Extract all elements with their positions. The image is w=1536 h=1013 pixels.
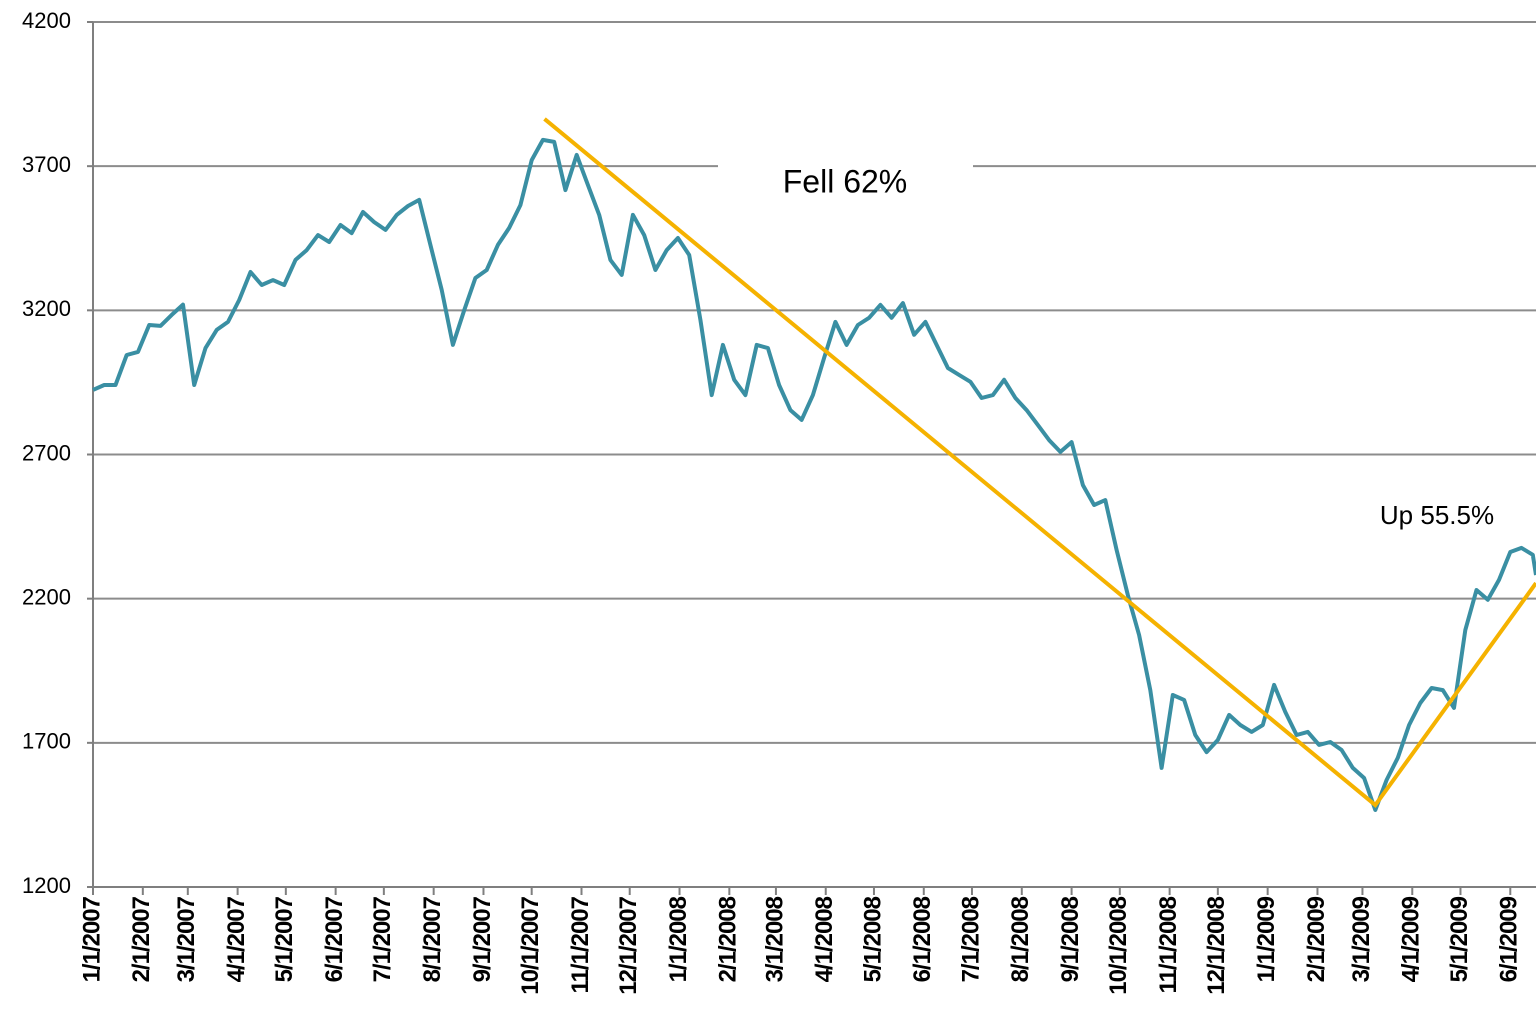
x-tick-label: 12/1/2007 (615, 896, 642, 994)
x-tick-label: 6/1/2008 (909, 896, 936, 982)
x-tick-label: 5/1/2007 (271, 896, 298, 982)
x-tick-label: 10/1/2008 (1105, 896, 1132, 994)
x-tick-label: 1/1/2007 (78, 896, 105, 982)
annotation-backdrop (718, 150, 973, 190)
x-tick-label: 7/1/2007 (369, 896, 396, 982)
x-tick-label: 4/1/2008 (811, 896, 838, 982)
x-tick-label: 3/1/2009 (1348, 896, 1375, 982)
x-tick-label: 2/1/2008 (715, 896, 742, 982)
x-tick-label: 1/1/2008 (665, 896, 692, 982)
x-tick-label: 3/1/2008 (761, 896, 788, 982)
x-tick-label: 5/1/2009 (1446, 896, 1473, 982)
x-tick-label: 8/1/2007 (419, 896, 446, 982)
x-tick-label: 10/1/2007 (517, 896, 544, 994)
y-tick-label: 1700 (22, 729, 71, 754)
x-tick-label: 2/1/2007 (128, 896, 155, 982)
y-tick-label: 2700 (22, 440, 71, 465)
x-tick-label: 12/1/2008 (1203, 896, 1230, 994)
y-tick-label: 4200 (22, 8, 71, 33)
x-tick-label: 2/1/2009 (1303, 896, 1330, 982)
x-tick-label: 1/1/2009 (1253, 896, 1280, 982)
x-tick-label: 3/1/2007 (173, 896, 200, 982)
x-tick-label: 6/1/2009 (1496, 896, 1523, 982)
y-tick-label: 3700 (22, 152, 71, 177)
x-tick-label: 9/1/2007 (469, 896, 496, 982)
x-tick-label: 11/1/2008 (1155, 896, 1182, 993)
annotation: Fell 62% (783, 163, 908, 199)
y-tick-label: 2200 (22, 584, 71, 609)
x-tick-label: 9/1/2008 (1057, 896, 1084, 982)
x-tick-label: 5/1/2008 (859, 896, 886, 982)
y-tick-label: 1200 (22, 873, 71, 898)
annotation: Up 55.5% (1380, 500, 1494, 530)
x-tick-label: 4/1/2007 (223, 896, 250, 982)
x-tick-label: 6/1/2007 (321, 896, 348, 982)
x-tick-label: 11/1/2007 (567, 896, 594, 993)
trend-line (543, 117, 1536, 808)
y-tick-label: 3200 (22, 296, 71, 321)
x-tick-label: 4/1/2009 (1398, 896, 1425, 982)
line-series (92, 137, 1536, 812)
x-tick-label: 8/1/2008 (1007, 896, 1034, 982)
x-tick-label: 7/1/2008 (957, 896, 984, 982)
